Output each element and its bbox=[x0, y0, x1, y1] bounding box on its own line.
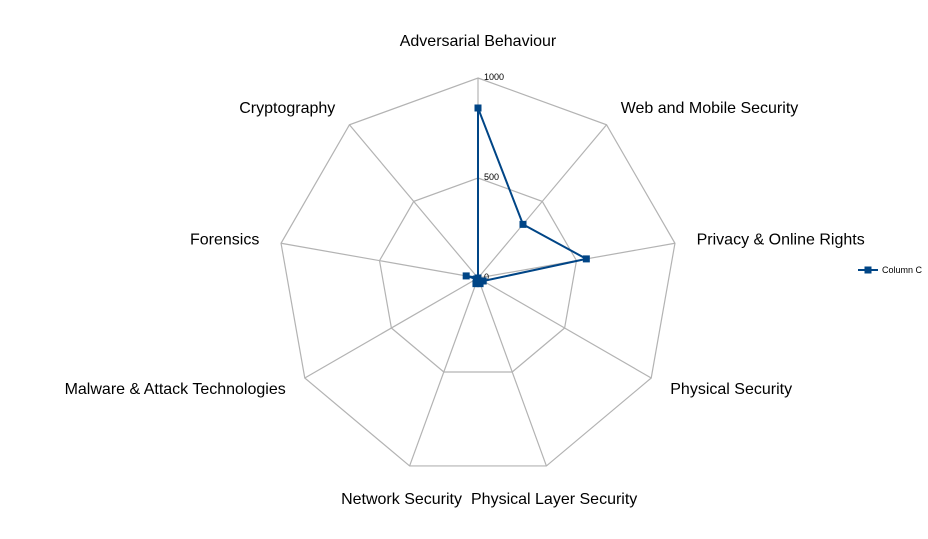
legend-label: Column C bbox=[882, 265, 923, 275]
category-label-8: Cryptography bbox=[239, 100, 335, 117]
legend-swatch-marker bbox=[864, 266, 872, 274]
data-point-2 bbox=[582, 255, 590, 263]
category-label-7: Forensics bbox=[190, 231, 259, 248]
grid-ring-1000 bbox=[280, 77, 676, 467]
radial-axis-ticks: 0 500 1000 bbox=[484, 72, 504, 282]
data-point-7 bbox=[462, 272, 470, 280]
category-label-4: Physical Layer Security bbox=[471, 491, 637, 508]
spoke-3 bbox=[477, 277, 652, 379]
data-point-5 bbox=[472, 280, 480, 288]
series-layer bbox=[462, 104, 590, 288]
spoke-1 bbox=[477, 124, 608, 279]
spoke-4 bbox=[477, 277, 547, 467]
category-label-0: Adversarial Behaviour bbox=[400, 33, 557, 50]
spoke-8 bbox=[348, 124, 479, 279]
data-point-8 bbox=[474, 274, 482, 282]
spoke-7 bbox=[280, 242, 479, 279]
category-label-6: Malware & Attack Technologies bbox=[65, 381, 286, 398]
tick-label-0: 0 bbox=[484, 272, 489, 282]
spoke-5 bbox=[409, 277, 479, 467]
tick-label-1000: 1000 bbox=[484, 72, 504, 82]
category-labels: Adversarial Behaviour Web and Mobile Secu… bbox=[65, 33, 865, 508]
grid-ring-500 bbox=[378, 177, 578, 373]
legend: Column C bbox=[858, 265, 923, 275]
data-point-4 bbox=[476, 280, 484, 288]
category-label-1: Web and Mobile Security bbox=[621, 100, 799, 117]
category-label-2: Privacy & Online Rights bbox=[697, 231, 865, 248]
spoke-6 bbox=[304, 277, 479, 379]
data-point-1 bbox=[519, 220, 527, 228]
category-label-5: Network Security bbox=[341, 491, 462, 508]
category-label-3: Physical Security bbox=[670, 381, 792, 398]
data-point-0 bbox=[474, 104, 482, 112]
tick-label-500: 500 bbox=[484, 172, 499, 182]
